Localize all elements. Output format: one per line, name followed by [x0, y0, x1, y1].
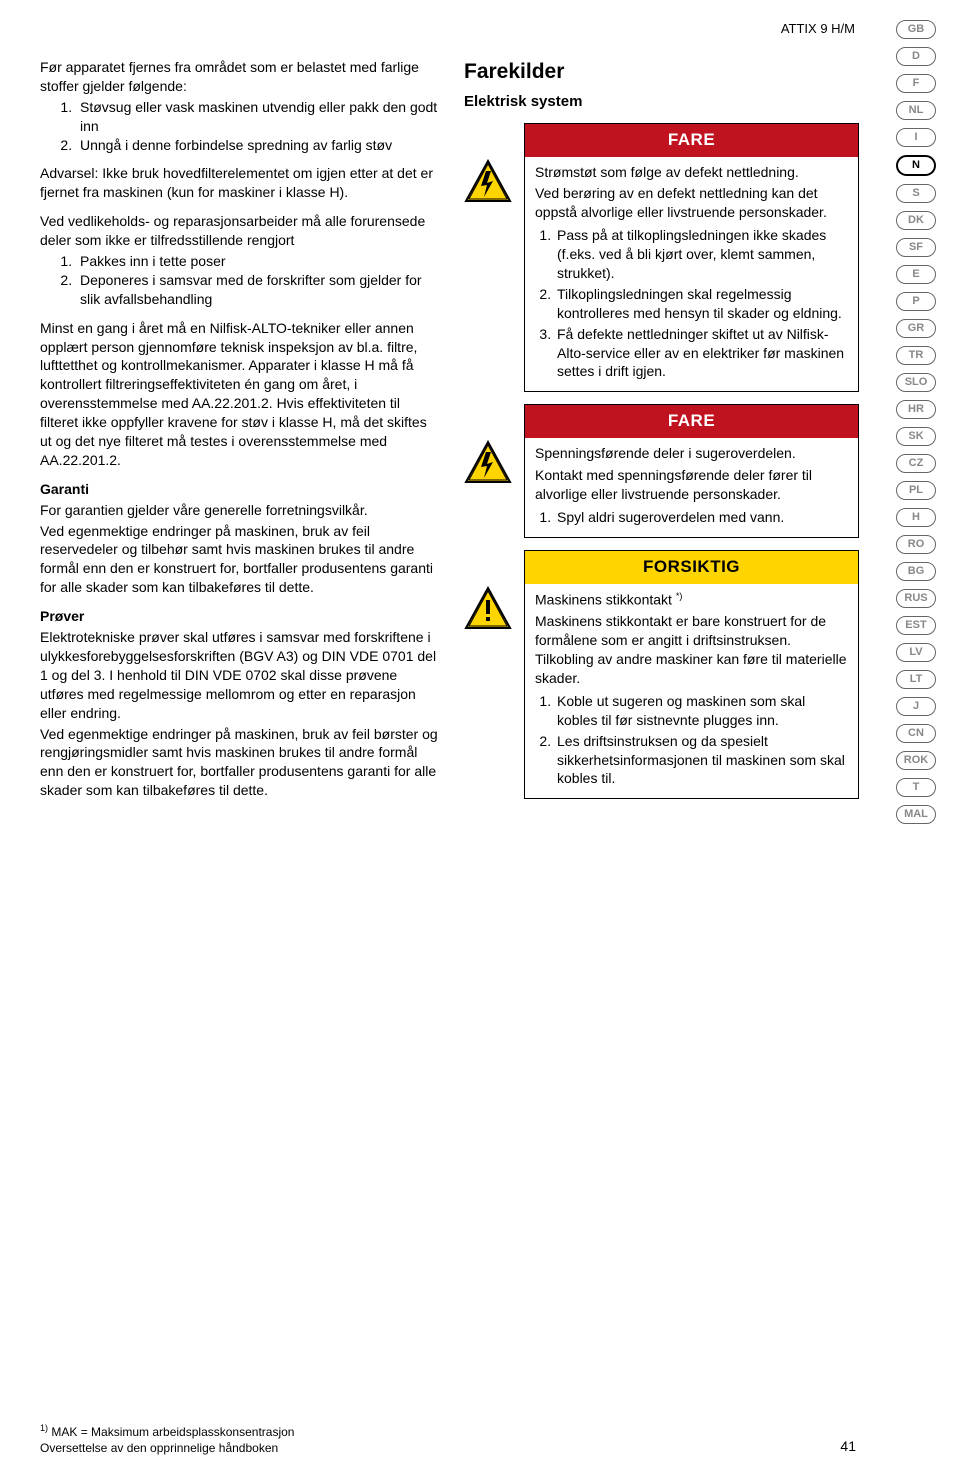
list-item: Spyl aldri sugeroverdelen med vann.: [555, 508, 848, 527]
warning-icon-column: [464, 404, 514, 538]
paragraph: Ved vedlikeholds- og reparasjonsarbeider…: [40, 212, 440, 250]
language-badge-pl[interactable]: PL: [896, 481, 936, 500]
footnote-text: 1) MAK = Maksimum arbeidsplasskonsentras…: [40, 1422, 294, 1456]
text: Maskinens stikkontakt: [535, 591, 676, 607]
section-title: Farekilder: [464, 58, 859, 86]
warning-icon-column: [464, 123, 514, 393]
electric-hazard-icon: [464, 159, 512, 203]
list-item: Pass på at tilkoplingsledningen ikke ska…: [555, 226, 848, 283]
ordered-list: Pass på at tilkoplingsledningen ikke ska…: [535, 226, 848, 381]
language-badge-gr[interactable]: GR: [896, 319, 936, 338]
paragraph: For garantien gjelder våre generelle for…: [40, 501, 440, 520]
paragraph: Ved berøring av en defekt nettledning ka…: [535, 184, 848, 222]
language-badge-dk[interactable]: DK: [896, 211, 936, 230]
language-badge-cz[interactable]: CZ: [896, 454, 936, 473]
ordered-list: Spyl aldri sugeroverdelen med vann.: [535, 508, 848, 527]
language-badge-lv[interactable]: LV: [896, 643, 936, 662]
warning-box-fare-2: FARE Spenningsførende deler i sugeroverd…: [464, 404, 859, 538]
language-badge-est[interactable]: EST: [896, 616, 936, 635]
language-badge-j[interactable]: J: [896, 697, 936, 716]
paragraph: Minst en gang i året må en Nilfisk-ALTO-…: [40, 319, 440, 470]
list-item: Unngå i denne forbindelse spredning av f…: [76, 136, 440, 155]
warning-title: FARE: [525, 124, 858, 157]
section-heading-prover: Prøver: [40, 607, 440, 626]
language-rail: GB DF NL INS DK SF EP GR TR SLO HR SK CZ PL H RO BG RUS ES…: [896, 20, 936, 824]
language-badge-bg[interactable]: BG: [896, 562, 936, 581]
warning-title: FORSIKTIG: [525, 551, 858, 584]
language-badge-mal[interactable]: MAL: [896, 805, 936, 824]
language-badge-d[interactable]: D: [896, 47, 936, 66]
footnote-ref: *): [676, 591, 683, 601]
ordered-list: Koble ut sugeren og maskinen som skal ko…: [535, 692, 848, 788]
language-badge-rus[interactable]: RUS: [896, 589, 936, 608]
list-item: Støvsug eller vask maskinen utvendig ell…: [76, 98, 440, 136]
warning-icon-column: [464, 550, 514, 800]
list-item: Pakkes inn i tette poser: [76, 252, 440, 271]
warning-body: Spenningsførende deler i sugeroverdelen.…: [525, 438, 858, 537]
language-badge-nl[interactable]: NL: [896, 101, 936, 120]
ordered-list: Støvsug eller vask maskinen utvendig ell…: [40, 98, 440, 155]
list-item: Deponeres i samsvar med de forskrifter s…: [76, 271, 440, 309]
list-item: Få defekte nettledninger skiftet ut av N…: [555, 325, 848, 382]
page-number: 41: [840, 1437, 856, 1456]
language-badge-n[interactable]: N: [896, 155, 936, 176]
language-badge-hr[interactable]: HR: [896, 400, 936, 419]
left-column: Før apparatet fjernes fra området som er…: [40, 58, 440, 811]
language-badge-cn[interactable]: CN: [896, 724, 936, 743]
caution-icon: [464, 586, 512, 630]
language-badge-lt[interactable]: LT: [896, 670, 936, 689]
warning-body: Strømstøt som følge av defekt nettlednin…: [525, 157, 858, 392]
section-heading-garanti: Garanti: [40, 480, 440, 499]
language-badge-gb[interactable]: GB: [896, 20, 936, 39]
paragraph: Ved egenmektige endringer på maskinen, b…: [40, 725, 440, 801]
paragraph: Kontakt med spenningsførende deler fører…: [535, 466, 848, 504]
footnote-line: MAK = Maksimum arbeidsplasskonsentrasjon: [51, 1425, 294, 1439]
language-badge-t[interactable]: T: [896, 778, 936, 797]
language-badge-p[interactable]: P: [896, 292, 936, 311]
language-badge-sk[interactable]: SK: [896, 427, 936, 446]
paragraph: Strømstøt som følge av defekt nettlednin…: [535, 163, 848, 182]
paragraph: Før apparatet fjernes fra området som er…: [40, 58, 440, 96]
model-code: ATTIX 9 H/M: [781, 20, 855, 38]
list-item: Tilkoplingsledningen skal regelmessig ko…: [555, 285, 848, 323]
paragraph: Maskinens stikkontakt *): [535, 590, 848, 610]
language-badge-f[interactable]: F: [896, 74, 936, 93]
paragraph: Maskinens stikkontakt er bare konstruert…: [535, 612, 848, 688]
paragraph: Ved egenmektige endringer på maskinen, b…: [40, 522, 440, 598]
warning-box-fare-1: FARE Strømstøt som følge av defekt nettl…: [464, 123, 859, 393]
language-badge-tr[interactable]: TR: [896, 346, 936, 365]
warning-body: Maskinens stikkontakt *) Maskinens stikk…: [525, 584, 858, 799]
language-badge-s[interactable]: S: [896, 184, 936, 203]
language-badge-rok[interactable]: ROK: [896, 751, 936, 770]
language-badge-ro[interactable]: RO: [896, 535, 936, 554]
language-badge-slo[interactable]: SLO: [896, 373, 936, 392]
language-badge-h[interactable]: H: [896, 508, 936, 527]
language-badge-i[interactable]: I: [896, 128, 936, 147]
footnote-line: Oversettelse av den opprinnelige håndbok…: [40, 1440, 294, 1456]
paragraph: Elektrotekniske prøver skal utføres i sa…: [40, 628, 440, 722]
warning-content: FARE Strømstøt som følge av defekt nettl…: [524, 123, 859, 393]
paragraph: Spenningsførende deler i sugeroverdelen.: [535, 444, 848, 463]
language-badge-e[interactable]: E: [896, 265, 936, 284]
electric-hazard-icon: [464, 440, 512, 484]
warning-box-forsiktig: FORSIKTIG Maskinens stikkontakt *) Maski…: [464, 550, 859, 800]
warning-title: FARE: [525, 405, 858, 438]
page-content: Før apparatet fjernes fra området som er…: [40, 58, 936, 811]
section-subtitle: Elektrisk system: [464, 92, 859, 112]
paragraph: Advarsel: Ikke bruk hovedfilterelementet…: [40, 164, 440, 202]
right-column: Farekilder Elektrisk system FARE Strømst…: [464, 58, 859, 811]
warning-content: FARE Spenningsførende deler i sugeroverd…: [524, 404, 859, 538]
ordered-list: Pakkes inn i tette poser Deponeres i sam…: [40, 252, 440, 309]
list-item: Koble ut sugeren og maskinen som skal ko…: [555, 692, 848, 730]
list-item: Les driftsinstruksen og da spesielt sikk…: [555, 732, 848, 789]
page-footer: 1) MAK = Maksimum arbeidsplasskonsentras…: [40, 1422, 936, 1456]
language-badge-sf[interactable]: SF: [896, 238, 936, 257]
warning-content: FORSIKTIG Maskinens stikkontakt *) Maski…: [524, 550, 859, 800]
